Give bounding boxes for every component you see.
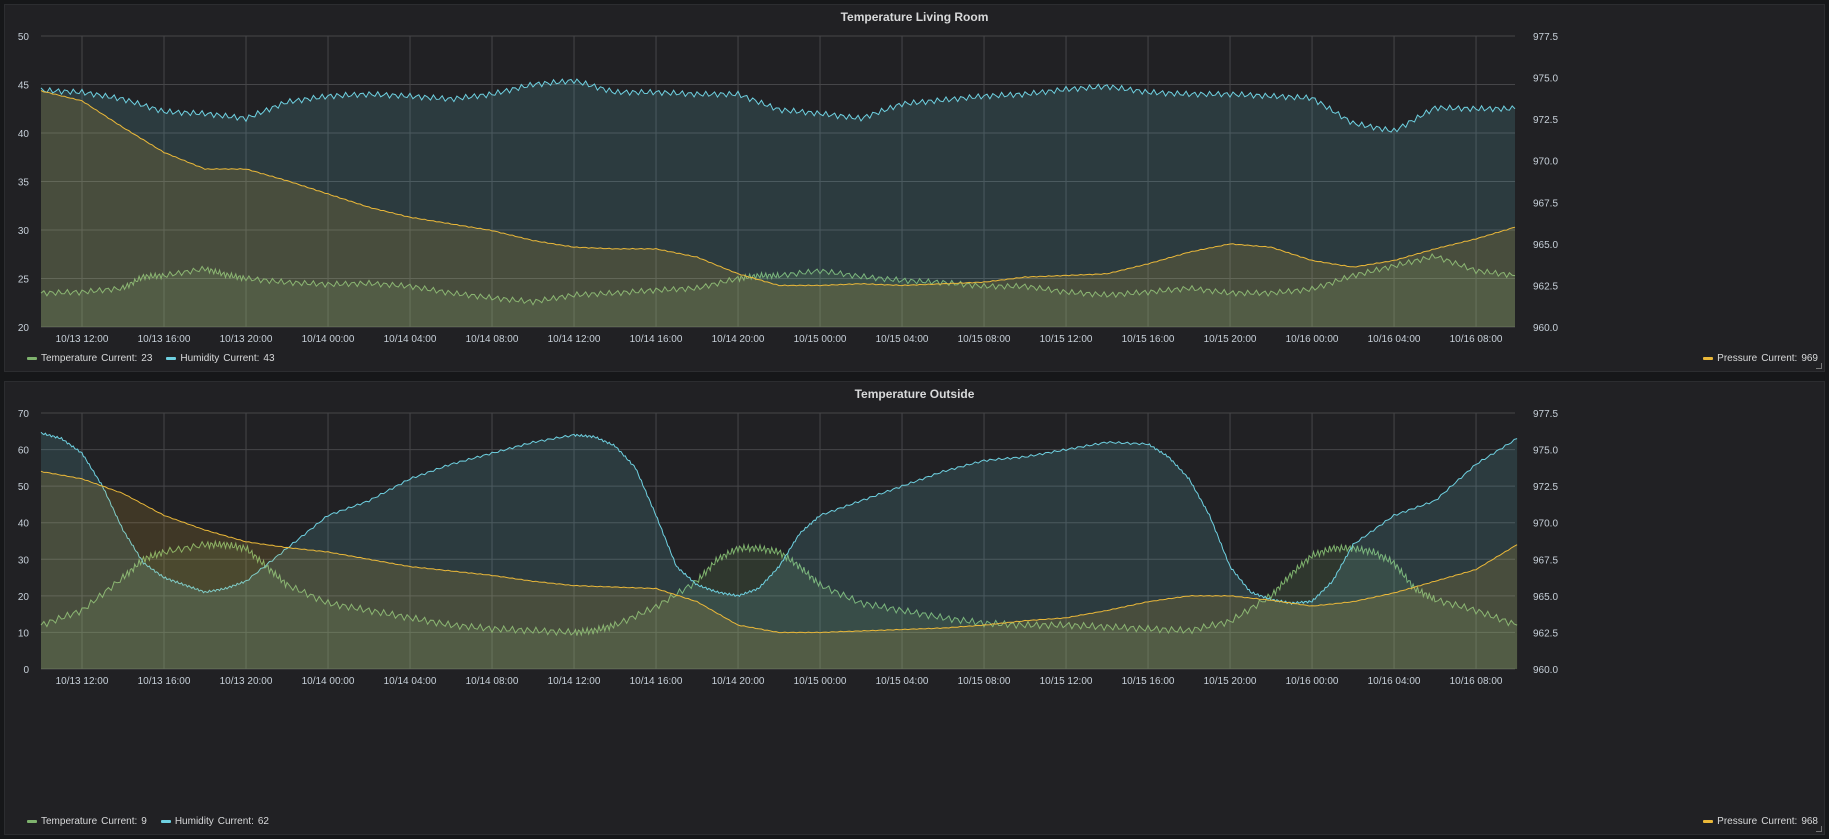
x-tick: 10/14 08:00 [466,676,519,687]
grid [41,412,1515,670]
y-right-tick: 977.5 [1533,32,1558,43]
legend-temperature[interactable]: Temperature Current: 9 [27,816,147,827]
y-left-tick: 45 [18,81,30,92]
y-right-tick: 960.0 [1533,665,1558,676]
panel-title[interactable]: Temperature Living Room [840,10,989,24]
series-line-pressure [40,90,1516,287]
x-tick: 10/15 16:00 [1122,334,1175,345]
grid [41,35,1515,328]
x-tick: 10/16 00:00 [1286,334,1339,345]
x-tick: 10/13 12:00 [56,676,109,687]
resize-handle[interactable] [1816,363,1822,369]
x-tick: 10/16 04:00 [1368,676,1421,687]
x-tick: 10/14 12:00 [548,676,601,687]
series-line-temperature [40,253,1516,306]
x-tick: 10/14 00:00 [302,676,355,687]
x-tick: 10/15 04:00 [876,334,929,345]
x-tick: 10/13 16:00 [138,676,191,687]
x-tick: 10/16 08:00 [1450,334,1503,345]
y-left-tick: 60 [18,446,30,457]
x-tick: 10/13 20:00 [220,334,273,345]
x-tick: 10/16 08:00 [1450,676,1503,687]
legend-left: Temperature Current: 23 Humidity Current: 43 [27,353,275,364]
panel-temperature-living-room: Temperature Living Room 20 25 30 35 40 45 50 96… [4,4,1825,372]
panel-temperature-outside: Temperature Outside 0 10 20 30 40 50 60 70 960.0… [4,381,1825,835]
legend-humidity[interactable]: Humidity Current: 43 [166,353,275,364]
x-tick: 10/14 20:00 [712,676,765,687]
x-tick: 10/15 20:00 [1204,334,1257,345]
chart-temperature-outside: 0 10 20 30 40 50 60 70 960.0 962.5 965.0 967.5 970.0… [18,409,1559,687]
series-line-humidity [40,78,1516,133]
y-right-tick: 972.5 [1533,482,1558,493]
x-tick: 10/14 16:00 [630,334,683,345]
series-area-pressure [41,90,1515,327]
y-right-tick: 967.5 [1533,555,1558,566]
x-tick: 10/14 20:00 [712,334,765,345]
legend-temperature[interactable]: Temperature Current: 23 [27,353,152,364]
series-area-temperature [41,541,1518,669]
y-left-tick: 20 [18,323,30,334]
x-tick: 10/14 04:00 [384,676,437,687]
y-left-tick: 70 [18,409,30,420]
panel-title[interactable]: Temperature Outside [854,387,975,401]
legend-pressure[interactable]: Pressure Current: 968 [1703,816,1818,827]
x-tick: 10/13 12:00 [56,334,109,345]
legend-right: Pressure Current: 968 [1703,816,1818,827]
series-area-temperature [41,254,1515,327]
y-right-tick: 960.0 [1533,323,1558,334]
legend-pressure[interactable]: Pressure Current: 969 [1703,353,1818,364]
x-tick: 10/16 04:00 [1368,334,1421,345]
y-left-tick: 35 [18,178,30,189]
y-right-tick: 970.0 [1533,519,1558,530]
x-tick: 10/15 08:00 [958,334,1011,345]
y-left-tick: 30 [18,555,30,566]
y-left-tick: 50 [18,32,30,43]
y-right-tick: 977.5 [1533,409,1558,420]
y-left-tick: 25 [18,275,30,286]
series-line-temperature [40,539,1518,637]
y-right-tick: 967.5 [1533,198,1558,209]
series-line-pressure [40,470,1518,634]
y-right-tick: 970.0 [1533,157,1558,168]
y-right-tick: 962.5 [1533,281,1558,292]
x-tick: 10/15 12:00 [1040,334,1093,345]
y-left-tick: 10 [18,628,30,639]
x-tick: 10/15 12:00 [1040,676,1093,687]
y-right-tick: 965.0 [1533,240,1558,251]
y-right-tick: 965.0 [1533,592,1558,603]
x-tick: 10/15 20:00 [1204,676,1257,687]
x-tick: 10/15 08:00 [958,676,1011,687]
legend-right: Pressure Current: 969 [1703,353,1818,364]
y-left-tick: 0 [23,665,29,676]
y-right-tick: 975.0 [1533,74,1558,85]
x-tick: 10/14 08:00 [466,334,519,345]
x-tick: 10/15 00:00 [794,334,847,345]
x-tick: 10/14 00:00 [302,334,355,345]
y-left-tick: 50 [18,482,30,493]
legend-left: Temperature Current: 9 Humidity Current: 62 [27,816,269,827]
x-tick: 10/15 00:00 [794,676,847,687]
x-tick: 10/15 04:00 [876,676,929,687]
chart-temperature-living-room: 20 25 30 35 40 45 50 960.0 962.5 965.0 967.5 970.0 9… [18,32,1559,345]
series-area-humidity [41,79,1515,327]
x-tick: 10/14 12:00 [548,334,601,345]
y-right-tick: 975.0 [1533,446,1558,457]
series-line-humidity [40,431,1518,606]
legend-humidity[interactable]: Humidity Current: 62 [160,816,269,827]
y-left-tick: 40 [18,519,30,530]
y-right-tick: 972.5 [1533,115,1558,126]
series-area-humidity [41,432,1518,669]
y-left-tick: 20 [18,592,30,603]
x-tick: 10/14 04:00 [384,334,437,345]
y-left-tick: 30 [18,226,30,237]
x-tick: 10/15 16:00 [1122,676,1175,687]
x-tick: 10/13 20:00 [220,676,273,687]
x-tick: 10/16 00:00 [1286,676,1339,687]
y-left-tick: 40 [18,129,30,140]
x-tick: 10/14 16:00 [630,676,683,687]
series-area-pressure [41,471,1518,669]
resize-handle[interactable] [1816,826,1822,832]
y-right-tick: 962.5 [1533,628,1558,639]
x-tick: 10/13 16:00 [138,334,191,345]
